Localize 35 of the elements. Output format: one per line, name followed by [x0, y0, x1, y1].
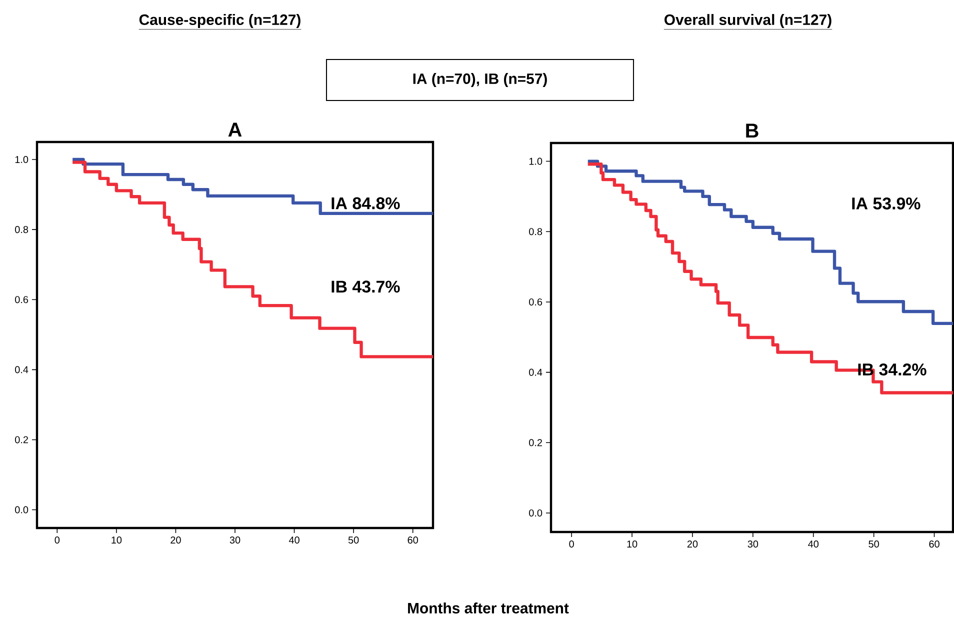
y-tick-label: 0.6	[15, 296, 28, 304]
x-tick-label: 50	[868, 540, 879, 548]
x-tick-label: 40	[808, 540, 819, 548]
y-tick-label: 0.8	[529, 228, 542, 236]
x-tick-label: 30	[748, 540, 758, 548]
y-tick-label: 0.6	[529, 298, 542, 306]
annotation: IB 43.7%	[332, 280, 400, 293]
y-tick-label: 0.2	[15, 436, 28, 444]
x-tick-label: 20	[687, 540, 698, 548]
annotation: IA 84.8%	[332, 197, 400, 210]
x-tick-label: 0	[569, 540, 574, 548]
x-tick-label: 40	[288, 536, 300, 544]
x-tick-label: 0	[54, 536, 60, 544]
y-tick-label: 0.0	[529, 509, 542, 517]
chart-subtitle: Cause-specific (n=127)	[139, 14, 300, 28]
x-tick-label: 60	[408, 536, 418, 544]
x-tick-label: 10	[627, 540, 638, 548]
y-tick-label: 0.4	[529, 368, 542, 376]
chart-title: A	[228, 122, 242, 136]
text: IA (n=70), IB (n=57)	[413, 73, 547, 87]
x-axis-title: Months after treatment	[408, 602, 569, 614]
y-tick-label: 0.4	[15, 366, 28, 374]
x-tick-label: 10	[112, 536, 122, 544]
y-tick-label: 1.0	[529, 158, 542, 165]
y-tick-label: 0.8	[15, 226, 28, 234]
chart-title: B	[746, 124, 758, 138]
x-tick-label: 60	[929, 540, 940, 548]
annotation: IA 53.9%	[852, 197, 920, 210]
x-tick-label: 20	[170, 536, 181, 544]
x-tick-label: 30	[230, 536, 240, 544]
x-tick-label: 50	[348, 536, 359, 544]
y-tick-label: 0.0	[15, 506, 28, 514]
y-tick-label: 1.0	[15, 156, 28, 164]
y-tick-label: 0.2	[529, 439, 542, 446]
chart-subtitle: Overall survival (n=127)	[664, 14, 832, 28]
